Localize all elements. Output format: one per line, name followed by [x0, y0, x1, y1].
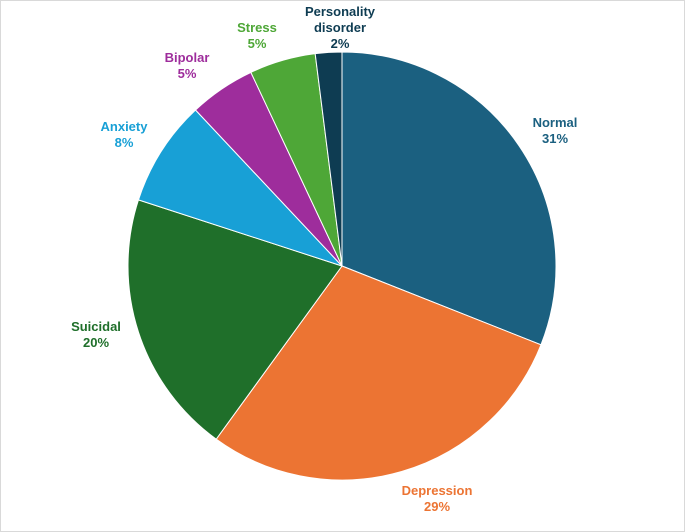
- pie-label-value: 2%: [331, 36, 350, 51]
- pie-label-suicidal: Suicidal 20%: [71, 319, 121, 350]
- pie-label-value: 20%: [83, 335, 109, 350]
- pie-slice-anxiety: [137, 109, 343, 267]
- pie-label-value: 5%: [248, 36, 267, 51]
- pie-label-value: 29%: [424, 499, 450, 514]
- pie-labels: Normal 31% Depression 29% Suicidal 20% Anxiety…: [71, 4, 577, 514]
- pie-slices: [127, 51, 557, 481]
- pie-label-normal: Normal 31%: [533, 115, 578, 146]
- pie-label-value: 8%: [115, 135, 134, 150]
- pie-label-stress: Stress 5%: [237, 20, 277, 51]
- pie-label-value: 31%: [542, 131, 568, 146]
- pie-label-bipolar: Bipolar 5%: [165, 50, 210, 81]
- pie-slice-suicidal: [127, 199, 343, 440]
- pie-label-value: 5%: [178, 66, 197, 81]
- pie-label-anxiety: Anxiety 8%: [101, 119, 149, 150]
- pie-label-depression: Depression 29%: [402, 483, 473, 514]
- pie-label-personality-disorder: Personality disorder 2%: [305, 4, 376, 51]
- pie-slice-personality-disorder: [314, 51, 343, 267]
- pie-slice-depression: [215, 265, 542, 481]
- pie-slice-normal: [341, 51, 557, 346]
